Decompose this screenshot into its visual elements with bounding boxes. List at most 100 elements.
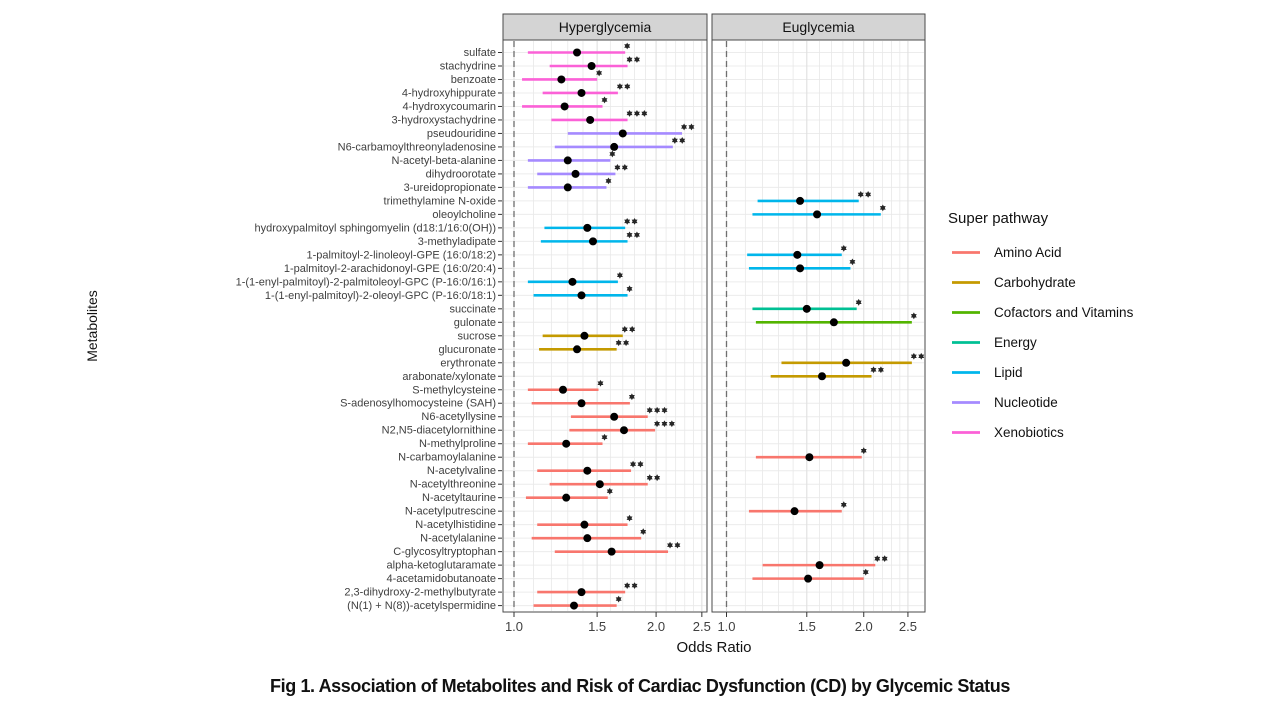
metabolite-label: 4-hydroxyhippurate (402, 87, 496, 99)
metabolite-label: 4-hydroxycoumarin (402, 101, 496, 113)
or-point (577, 399, 586, 408)
significance-stars (626, 56, 640, 63)
forest-row (762, 555, 888, 570)
metabolite-label: 1-palmitoyl-2-linoleoyl-GPE (16:0/18:2) (306, 249, 496, 261)
or-point (577, 88, 586, 97)
metabolite-label: sulfate (464, 47, 496, 59)
significance-stars (640, 528, 647, 536)
metabolite-label: N-methylproline (419, 438, 496, 450)
or-point (790, 507, 799, 516)
significance-stars (615, 595, 622, 603)
legend-entry: Cofactors and Vitamins (952, 305, 1134, 320)
or-point (815, 561, 824, 570)
or-point (583, 466, 592, 475)
x-tick-label: 1.0 (717, 619, 735, 634)
forest-row (755, 447, 867, 462)
or-point (558, 385, 567, 394)
facet-strip-label: Euglycemia (782, 19, 855, 35)
forest-row (757, 190, 872, 205)
forest-row (527, 42, 631, 57)
metabolite-label: alpha-ketoglutaramate (387, 560, 496, 572)
metabolite-label: glucuronate (439, 344, 497, 356)
metabolite-label: N-acetylputrescine (405, 506, 496, 518)
metabolite-label: stachydrine (440, 60, 496, 72)
significance-stars (646, 474, 661, 482)
or-point (557, 75, 566, 84)
panel-border (502, 39, 708, 613)
or-point (610, 412, 619, 421)
or-point (796, 264, 805, 273)
metabolite-label: N6-carbamoylthreonyladenosine (338, 141, 496, 153)
forest-row (537, 460, 644, 475)
forest-row (542, 325, 636, 340)
metabolite-label: N-acetylalanine (420, 533, 496, 545)
legend-entry: Energy (952, 335, 1037, 350)
or-point (610, 142, 619, 151)
metabolite-label: 3-methyladipate (418, 236, 496, 248)
or-point (829, 318, 838, 327)
significance-stars (628, 393, 635, 401)
metabolite-label: N-carbamoylalanine (398, 452, 496, 464)
metabolite-label: hydroxypalmitoyl sphingomyelin (d18:1/16… (255, 222, 497, 234)
forest-row (542, 83, 631, 97)
or-point (587, 61, 596, 70)
panel-hyperglycemia: Hyperglycemia 1.0 1.5 2.0 2.5 (502, 13, 711, 634)
or-point (619, 426, 628, 435)
forest-row (549, 474, 661, 489)
or-point (588, 237, 597, 246)
or-point (562, 493, 571, 502)
legend-entry: Carbohydrate (952, 275, 1076, 290)
or-point (618, 129, 627, 138)
or-point (804, 574, 813, 583)
metabolite-label: arabonate/xylonate (402, 371, 496, 383)
significance-stars (667, 541, 681, 549)
or-point (586, 115, 595, 124)
significance-stars (606, 487, 613, 495)
metabolite-label: succinate (450, 303, 496, 315)
forest-row (770, 366, 884, 381)
significance-stars (615, 339, 630, 347)
panel-euglycemia: Euglycemia 1.0 1.5 2.0 2.5 (711, 13, 926, 634)
forest-row (522, 96, 608, 111)
metabolite-label: 3-hydroxystachydrine (391, 114, 496, 126)
metabolite-label: N-acetyl-beta-alanine (391, 155, 496, 167)
metabolite-label: N6-acetyllysine (421, 411, 496, 423)
forest-row (531, 528, 647, 543)
significance-stars (626, 110, 648, 117)
significance-stars (646, 406, 668, 414)
legend-entry-label: Amino Acid (994, 245, 1062, 260)
x-tick-label: 1.5 (798, 619, 816, 634)
metabolite-label: 1-palmitoyl-2-arachidonoyl-GPE (16:0/20:… (284, 263, 496, 275)
forest-row (537, 514, 633, 529)
legend-entry-label: Carbohydrate (994, 275, 1076, 290)
metabolite-label: trimethylamine N-oxide (384, 195, 496, 207)
x-tick-label: 2.5 (899, 619, 917, 634)
forest-row (554, 541, 681, 556)
significance-stars (879, 204, 886, 212)
significance-stars (874, 555, 888, 563)
or-point (583, 534, 592, 543)
forest-row (527, 150, 616, 165)
legend-entry: Lipid (952, 365, 1023, 380)
x-tick-label: 2.0 (855, 619, 873, 634)
or-point (568, 277, 577, 286)
x-tick-label: 1.5 (588, 619, 606, 634)
forest-row (533, 285, 633, 300)
forest-row (752, 204, 886, 219)
metabolite-label: 3-ureidopropionate (404, 182, 496, 194)
significance-stars (609, 150, 616, 158)
forest-row (549, 56, 640, 70)
or-point (842, 358, 851, 367)
figure-caption: Fig 1. Association of Metabolites and Ri… (270, 676, 1010, 696)
forest-row (748, 501, 847, 516)
legend-entry: Xenobiotics (952, 425, 1064, 440)
or-point (583, 223, 592, 232)
forest-row (525, 487, 613, 502)
significance-stars (840, 244, 847, 252)
metabolite-label: C-glycosyltryptophan (393, 546, 496, 558)
legend-entry-label: Cofactors and Vitamins (994, 305, 1134, 320)
or-point (563, 156, 572, 165)
panel-border (711, 39, 926, 613)
